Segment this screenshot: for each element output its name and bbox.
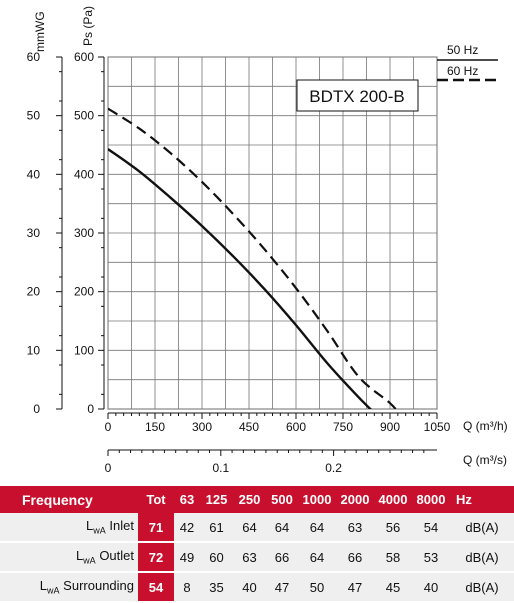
chart-grid xyxy=(107,56,438,410)
q-m3h-tick-label: 450 xyxy=(239,420,259,434)
ps-tick-label: 500 xyxy=(74,109,94,123)
sound-row-outlet: LwA Outlet 72 49 60 63 66 64 66 58 53 dB… xyxy=(0,542,514,573)
mmwg-tick-label: 30 xyxy=(27,226,41,240)
unit-value: dB(A) xyxy=(450,572,514,603)
band-value: 64 xyxy=(298,542,336,573)
row-label-outlet: LwA Outlet xyxy=(0,542,138,573)
band-1000-header: 1000 xyxy=(298,486,336,513)
frequency-header: Frequency xyxy=(0,486,138,513)
model-label-box xyxy=(296,79,419,112)
tot-header: Tot xyxy=(138,486,174,513)
band-value: 49 xyxy=(174,542,200,573)
row-label-inlet: LwA Inlet xyxy=(0,513,138,543)
band-value: 53 xyxy=(412,542,450,573)
ps-tick-label: 400 xyxy=(74,167,94,181)
unit-value: dB(A) xyxy=(450,513,514,543)
band-value: 64 xyxy=(266,513,298,543)
chart-ticks xyxy=(56,56,438,456)
row-name: Outlet xyxy=(99,548,134,564)
model-label: BDTX 200-B xyxy=(309,87,404,106)
band-value: 63 xyxy=(233,542,266,573)
q-m3h-tick-label: 150 xyxy=(145,420,165,434)
band-value: 66 xyxy=(336,542,374,573)
ps-axis-title: Ps (Pa) xyxy=(81,6,95,46)
row-name: Surrounding xyxy=(63,578,134,594)
band-value: 45 xyxy=(374,572,412,603)
q-m3h-tick-label: 900 xyxy=(380,420,400,434)
sound-row-inlet: LwA Inlet 71 42 61 64 64 64 63 56 54 dB(… xyxy=(0,513,514,543)
band-value: 64 xyxy=(298,513,336,543)
chart-curves xyxy=(108,107,398,409)
band-value: 63 xyxy=(336,513,374,543)
mmwg-tick-label: 40 xyxy=(27,167,41,181)
band-value: 42 xyxy=(174,513,200,543)
band-value: 58 xyxy=(374,542,412,573)
mmwg-tick-label: 0 xyxy=(33,402,40,416)
band-value: 66 xyxy=(266,542,298,573)
q-m3h-tick-label: 1050 xyxy=(424,420,451,434)
q-m3s-tick-label: 0 xyxy=(105,461,112,475)
row-symbol: L xyxy=(75,548,84,564)
row-symbol: L xyxy=(86,518,94,534)
band-125-header: 125 xyxy=(200,486,233,513)
mmwg-tick-label: 50 xyxy=(27,109,41,123)
band-4000-header: 4000 xyxy=(374,486,412,513)
band-value: 35 xyxy=(200,572,233,603)
mmwg-tick-label: 10 xyxy=(27,343,41,357)
legend-50hz-label: 50 Hz xyxy=(447,43,478,57)
ps-tick-label: 100 xyxy=(74,343,94,357)
q-m3h-tick-label: 750 xyxy=(333,420,353,434)
q-m3s-axis-title: Q (m³/s) xyxy=(463,453,507,467)
band-value: 8 xyxy=(174,572,200,603)
tot-value: 71 xyxy=(138,513,174,543)
band-value: 47 xyxy=(266,572,298,603)
band-value: 47 xyxy=(336,572,374,603)
ps-tick-label: 0 xyxy=(87,402,94,416)
mmwg-tick-label: 60 xyxy=(27,50,41,64)
band-value: 54 xyxy=(412,513,450,543)
row-name: Inlet xyxy=(109,518,134,534)
q-m3h-tick-label: 300 xyxy=(192,420,212,434)
q-m3h-tick-label: 0 xyxy=(105,420,112,434)
band-value: 40 xyxy=(412,572,450,603)
band-value: 56 xyxy=(374,513,412,543)
q-m3s-tick-label: 0.2 xyxy=(325,461,342,475)
q-m3s-tick-label: 0.1 xyxy=(212,461,229,475)
tot-value: 54 xyxy=(138,572,174,603)
band-2000-header: 2000 xyxy=(336,486,374,513)
mmwg-tick-label: 20 xyxy=(27,285,41,299)
band-63-header: 63 xyxy=(174,486,200,513)
q-m3h-axis-title: Q (m³/h) xyxy=(463,419,508,433)
row-symbol: L xyxy=(39,578,48,594)
band-value: 40 xyxy=(233,572,266,603)
legend-60hz-label: 60 Hz xyxy=(447,64,478,78)
band-8000-header: 8000 xyxy=(412,486,450,513)
unit-header: Hz xyxy=(450,486,514,513)
tot-value: 72 xyxy=(138,542,174,573)
band-250-header: 250 xyxy=(233,486,266,513)
row-symbol-sub: wA xyxy=(93,525,106,536)
q-m3h-tick-label: 600 xyxy=(286,420,306,434)
ps-tick-label: 300 xyxy=(74,226,94,240)
band-value: 60 xyxy=(200,542,233,573)
row-symbol-sub: wA xyxy=(83,555,96,566)
row-label-surrounding: LwA Surrounding xyxy=(0,572,138,603)
sound-table-header: Frequency Tot 63 125 250 500 1000 2000 4… xyxy=(0,486,514,513)
row-symbol-sub: wA xyxy=(47,585,60,596)
sound-row-surrounding: LwA Surrounding 54 8 35 40 47 50 47 45 4… xyxy=(0,572,514,603)
band-value: 64 xyxy=(233,513,266,543)
ps-tick-label: 200 xyxy=(74,285,94,299)
unit-value: dB(A) xyxy=(450,542,514,573)
band-value: 61 xyxy=(200,513,233,543)
mmwg-axis-title: mmWG xyxy=(33,11,47,52)
band-500-header: 500 xyxy=(266,486,298,513)
curve-50hz xyxy=(108,148,373,409)
ps-tick-label: 600 xyxy=(74,50,94,64)
curve-60hz xyxy=(108,107,398,409)
sound-power-table: Frequency Tot 63 125 250 500 1000 2000 4… xyxy=(0,486,514,603)
band-value: 50 xyxy=(298,572,336,603)
